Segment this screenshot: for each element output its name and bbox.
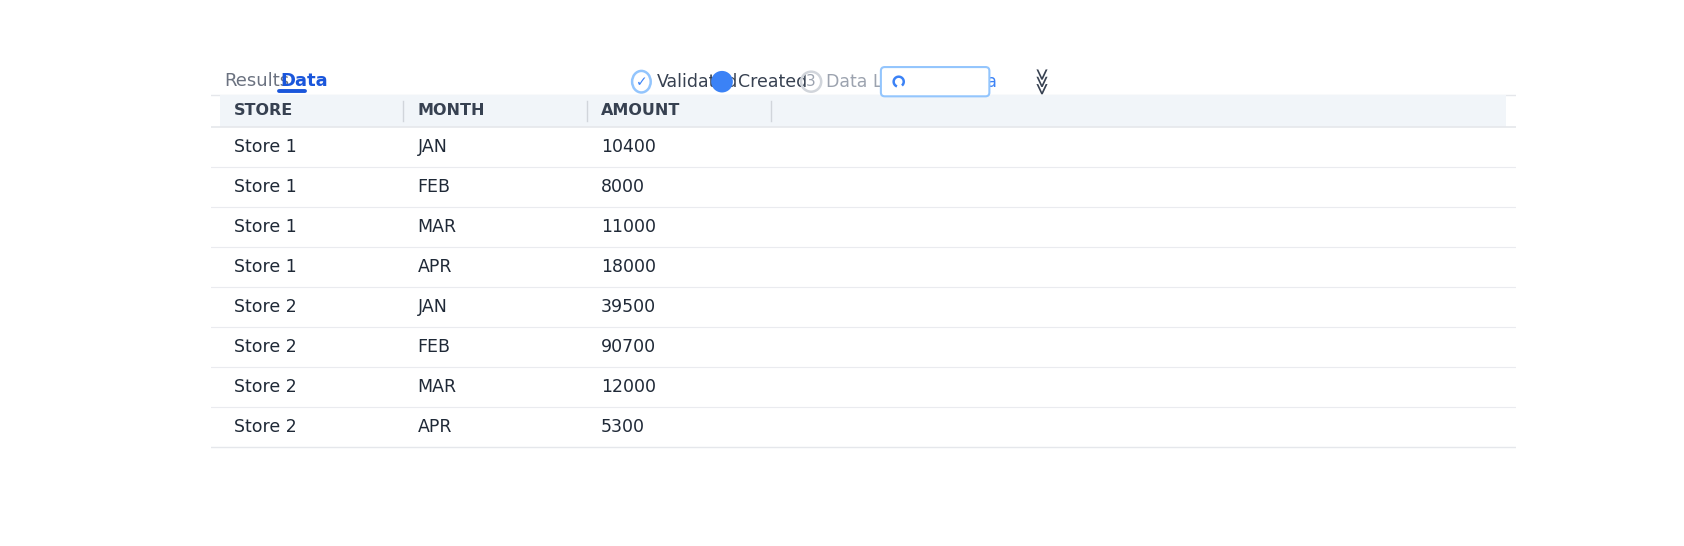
Text: JAN: JAN: [418, 298, 448, 316]
Text: Store 1: Store 1: [234, 138, 296, 156]
Text: JAN: JAN: [418, 138, 448, 156]
Text: Data Loaded: Data Loaded: [825, 73, 936, 91]
Text: MAR: MAR: [418, 378, 456, 396]
Text: FEB: FEB: [418, 178, 450, 196]
Text: 39500: 39500: [601, 298, 657, 316]
Text: Store 1: Store 1: [234, 218, 296, 236]
FancyBboxPatch shape: [881, 67, 990, 96]
Text: STORE: STORE: [234, 103, 293, 118]
Text: FEB: FEB: [418, 339, 450, 357]
Text: AMOUNT: AMOUNT: [601, 103, 680, 118]
Text: Store 2: Store 2: [234, 378, 296, 396]
Text: Fetch Data: Fetch Data: [908, 73, 997, 91]
Text: 2: 2: [717, 74, 727, 89]
Text: MAR: MAR: [418, 218, 456, 236]
Text: ⋙: ⋙: [1029, 68, 1047, 96]
Text: Results: Results: [224, 72, 290, 90]
Text: Store 2: Store 2: [234, 418, 296, 436]
Text: 10400: 10400: [601, 138, 657, 156]
Text: APR: APR: [418, 258, 451, 276]
Text: Store 2: Store 2: [234, 298, 296, 316]
Text: 90700: 90700: [601, 339, 657, 357]
Text: Data: Data: [280, 72, 328, 90]
Text: APR: APR: [418, 418, 451, 436]
Text: MONTH: MONTH: [418, 103, 485, 118]
Text: 18000: 18000: [601, 258, 657, 276]
Text: Store 2: Store 2: [234, 339, 296, 357]
Text: 12000: 12000: [601, 378, 657, 396]
Text: Created: Created: [738, 73, 807, 91]
Text: 3: 3: [807, 74, 817, 89]
Ellipse shape: [711, 71, 733, 92]
Text: Validated: Validated: [657, 73, 738, 91]
Text: Store 1: Store 1: [234, 178, 296, 196]
Text: Store 1: Store 1: [234, 258, 296, 276]
Bar: [221, 95, 1505, 127]
Text: ✓: ✓: [635, 75, 647, 89]
Text: 8000: 8000: [601, 178, 645, 196]
Text: 11000: 11000: [601, 218, 657, 236]
Text: 5300: 5300: [601, 418, 645, 436]
